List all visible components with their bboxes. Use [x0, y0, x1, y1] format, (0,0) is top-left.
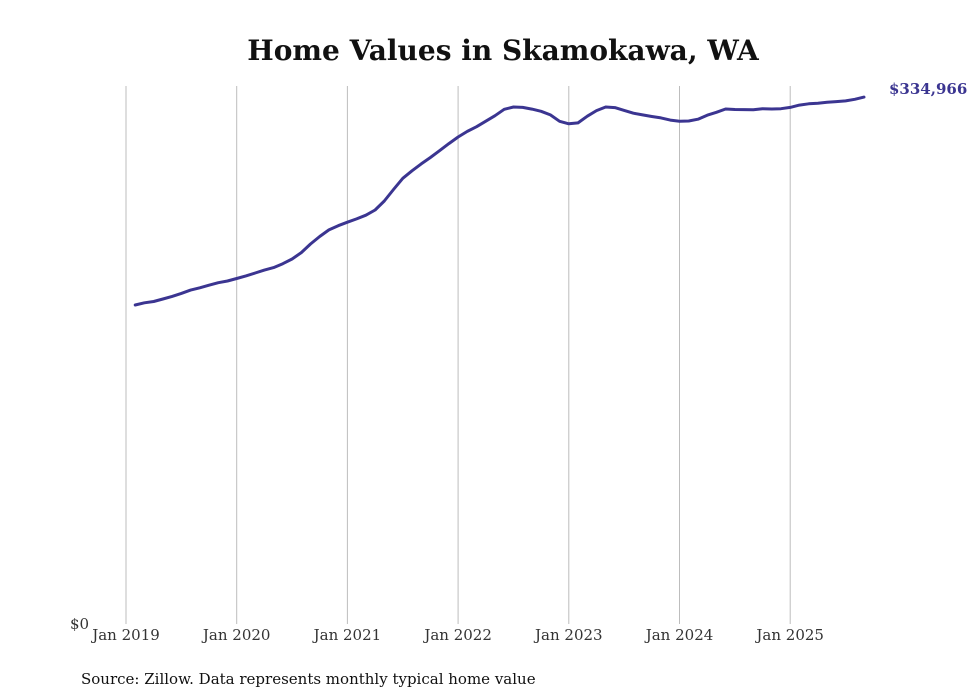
- x-tick-label: Jan 2022: [422, 626, 492, 644]
- x-tick-label: Jan 2021: [312, 626, 382, 644]
- x-tick-label: Jan 2023: [533, 626, 603, 644]
- x-tick-label: Jan 2024: [644, 626, 714, 644]
- x-tick-label: Jan 2025: [754, 626, 824, 644]
- x-axis-ticks: Jan 2019 Jan 2020 Jan 2021 Jan 2022 Jan 2023…: [90, 626, 824, 644]
- y-axis-zero-label: $0: [70, 615, 89, 633]
- x-tick-label: Jan 2019: [90, 626, 160, 644]
- source-note: Source: Zillow. Data represents monthly …: [81, 670, 536, 688]
- end-value-label: $334,966: [889, 80, 967, 98]
- chart-title: Home Values in Skamokawa, WA: [247, 34, 760, 67]
- home-value-line: [133, 95, 866, 307]
- gridlines: [125, 86, 791, 624]
- x-tick-label: Jan 2020: [201, 626, 271, 644]
